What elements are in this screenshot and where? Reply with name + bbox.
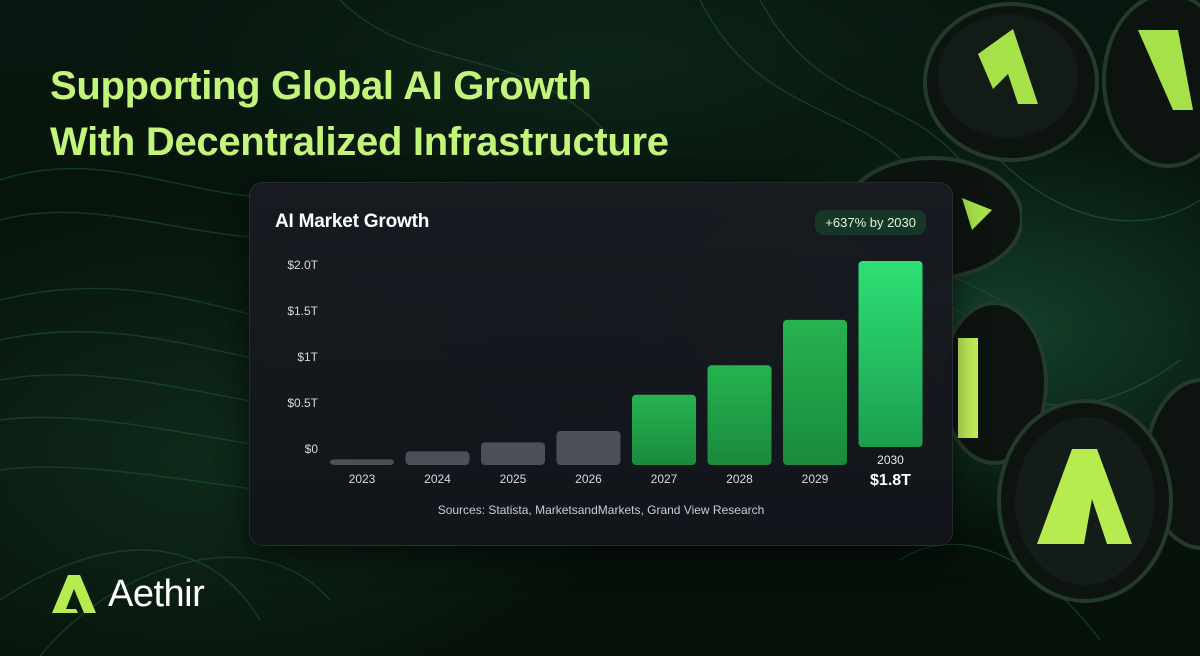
y-tick-label: $0.5T	[287, 396, 318, 410]
coin-icon	[1102, 0, 1200, 168]
x-tick-label: 2027	[651, 472, 678, 486]
y-tick-label: $0	[305, 442, 319, 456]
x-tick-label: 2026	[575, 472, 602, 486]
brand-name: Aethir	[108, 572, 205, 615]
growth-badge: +637% by 2030	[815, 210, 926, 235]
x-tick-label: 2025	[500, 472, 527, 486]
chart-card: AI Market Growth +637% by 2030 $0 $0.5T $1…	[249, 182, 953, 546]
coin-icon	[923, 2, 1099, 162]
y-tick-label: $1.5T	[287, 304, 318, 318]
headline-line-1: Supporting Global AI Growth	[50, 64, 592, 108]
brand: Aethir	[50, 570, 205, 618]
x-tick-label: 2030	[877, 453, 904, 467]
y-tick-label: $2.0T	[287, 258, 318, 272]
coin-icon	[940, 301, 1048, 465]
headline-line-2: With Decentralized Infrastructure	[50, 120, 669, 164]
y-tick-label: $1T	[297, 350, 318, 364]
bar-2028	[707, 365, 772, 465]
aethir-logo-icon	[52, 575, 96, 613]
headline: Supporting Global AI Growth With Decentr…	[50, 58, 669, 170]
bar-2023	[330, 459, 394, 465]
x-tick-label: 2024	[424, 472, 451, 486]
x-tick-label: 2029	[802, 472, 829, 486]
bar-2029	[783, 319, 847, 465]
bar-2026	[556, 431, 621, 465]
chart-sources: Sources: Statista, MarketsandMarkets, Gr…	[437, 503, 765, 517]
x-tick-label: 2023	[349, 472, 376, 486]
bar-2024	[405, 451, 470, 465]
x-tick-label: 2028	[726, 472, 753, 486]
bar-2025	[481, 442, 545, 465]
bar-2027	[632, 394, 696, 465]
data-label-2030: $1.8T	[870, 472, 911, 489]
bar-2030	[858, 261, 923, 447]
chart-title: AI Market Growth	[275, 211, 430, 232]
coin-icon	[997, 399, 1173, 603]
bar-chart: $0 $0.5T $1T $1.5T $2.0T 2023 2024 2025 2026 202…	[287, 258, 923, 489]
